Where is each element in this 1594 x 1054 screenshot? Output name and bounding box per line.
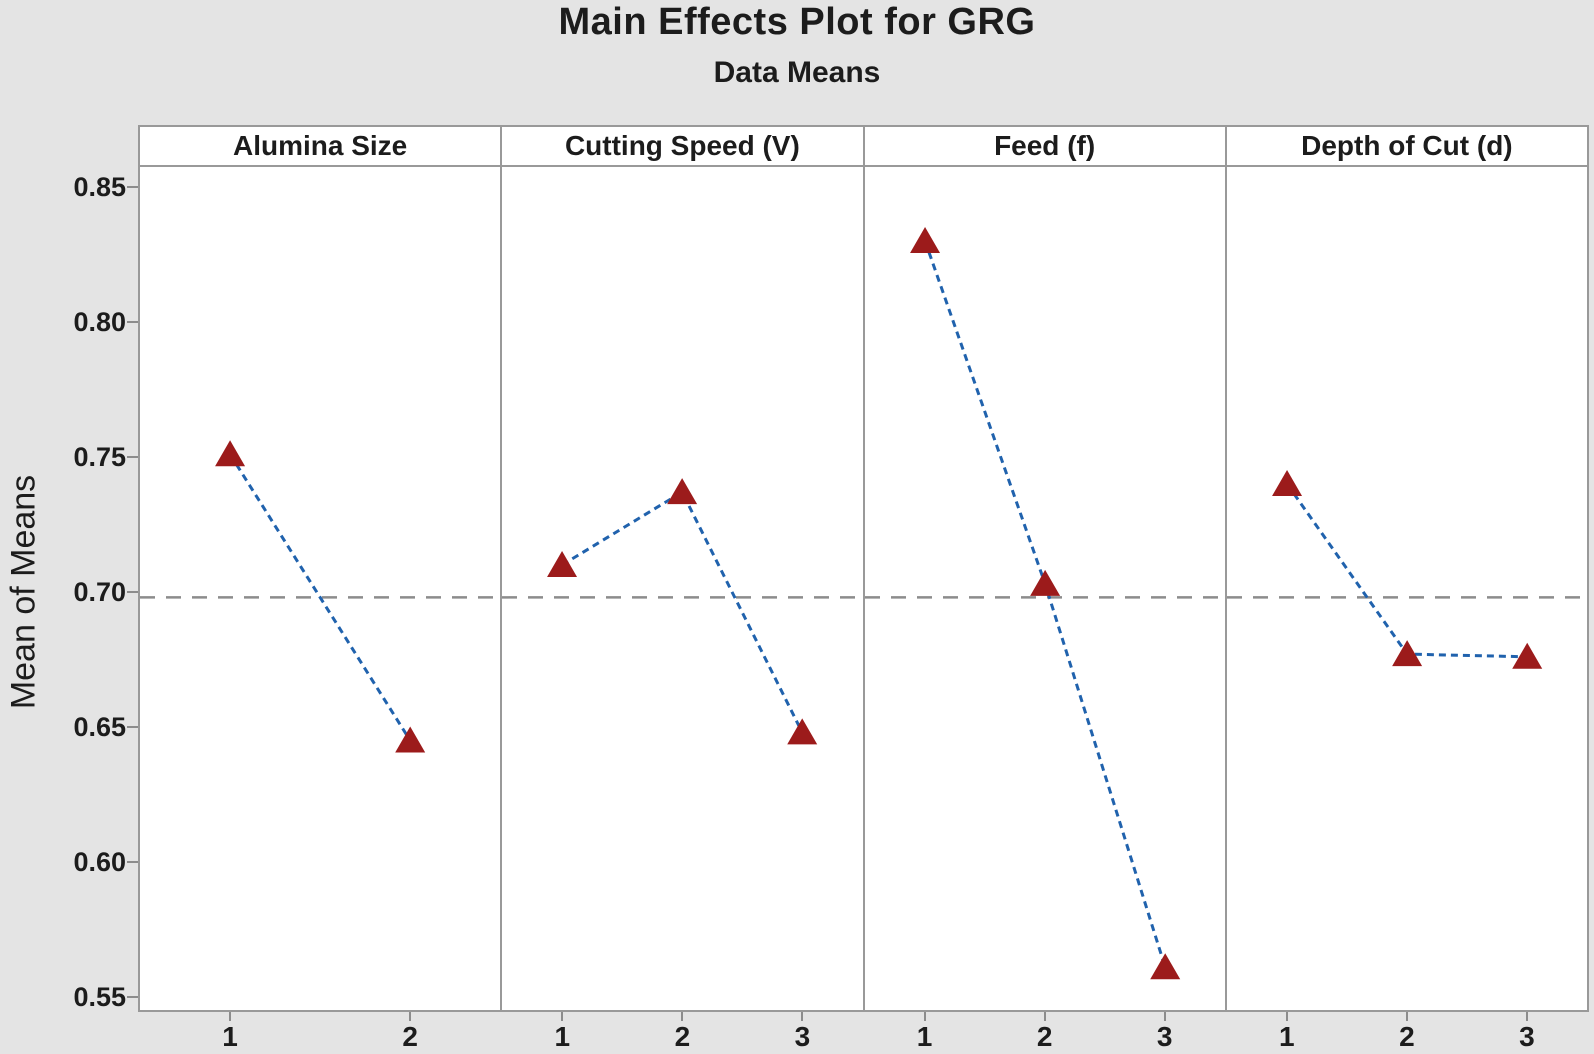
x-tick-mark — [229, 1012, 232, 1021]
triangle-marker — [1029, 569, 1060, 596]
x-tick-label: 1 — [554, 1021, 571, 1052]
panel-plot-area — [502, 167, 863, 1010]
y-tick-mark — [127, 726, 138, 728]
effect-line — [1285, 483, 1527, 659]
panel-header-label: Cutting Speed (V) — [502, 127, 863, 167]
panel-svg — [140, 440, 501, 753]
x-tick-label: 1 — [222, 1021, 238, 1052]
panel-plot-area — [1226, 167, 1587, 1010]
panel-svg — [502, 478, 863, 745]
y-tick-label: 0.70 — [73, 577, 126, 607]
x-tick-label: 2 — [402, 1021, 418, 1052]
panel: Feed (f) — [862, 127, 1225, 1010]
panel-grid: Alumina Size Cutting Speed (V) Feed (f) Dep… — [138, 125, 1589, 1012]
effect-line — [923, 240, 1167, 968]
y-tick-mark — [127, 456, 138, 458]
panel: Alumina Size — [140, 127, 501, 1010]
triangle-marker — [909, 227, 940, 253]
y-tick-label: 0.85 — [73, 172, 126, 202]
x-tick-label: 3 — [1156, 1021, 1173, 1052]
chart-title: Main Effects Plot for GRG — [558, 1, 1036, 43]
panel-svg — [864, 227, 1225, 980]
effect-line — [228, 453, 412, 742]
panel-header-label: Alumina Size — [140, 127, 501, 167]
panel-plot-area — [140, 167, 501, 1010]
triangle-marker — [1149, 953, 1180, 980]
triangle-marker — [395, 726, 426, 753]
panel: Depth of Cut (d) — [1224, 127, 1587, 1010]
x-tick-mark — [681, 1012, 684, 1021]
triangle-marker — [547, 551, 578, 577]
triangle-marker — [1271, 470, 1302, 496]
chart-subtitle: Data Means — [713, 56, 881, 89]
y-tick-mark — [127, 591, 138, 593]
x-tick-mark — [923, 1012, 926, 1021]
triangle-marker — [1511, 642, 1542, 669]
x-tick-label: 2 — [1399, 1021, 1415, 1052]
panel-plot-area — [864, 167, 1225, 1010]
y-tick-mark — [127, 996, 138, 998]
x-tick-mark — [801, 1012, 804, 1021]
x-tick-label: 1 — [1278, 1021, 1295, 1052]
x-tick-mark — [1405, 1012, 1408, 1021]
y-tick-mark — [127, 186, 138, 188]
x-tick-label: 3 — [794, 1021, 811, 1052]
x-tick-mark — [561, 1012, 564, 1021]
triangle-marker — [667, 478, 698, 505]
y-tick-mark — [127, 321, 138, 323]
y-tick-label: 0.60 — [73, 847, 126, 877]
effect-line — [561, 489, 804, 734]
x-tick-mark — [1285, 1012, 1288, 1021]
x-tick-mark — [1043, 1012, 1046, 1021]
x-tick-label: 3 — [1519, 1021, 1535, 1052]
panel-header-label: Feed (f) — [864, 127, 1225, 167]
triangle-marker — [1391, 640, 1422, 667]
y-tick-label: 0.75 — [73, 442, 126, 472]
y-tick-mark — [127, 861, 138, 863]
triangle-marker — [215, 440, 246, 467]
y-tick-label: 0.65 — [73, 712, 126, 742]
triangle-marker — [787, 718, 818, 745]
x-tick-mark — [1525, 1012, 1528, 1021]
x-tick-mark — [409, 1012, 412, 1021]
x-tick-label: 1 — [916, 1021, 933, 1052]
x-tick-label: 2 — [674, 1021, 691, 1052]
y-tick-label: 0.55 — [73, 982, 126, 1012]
panel-svg — [1226, 470, 1587, 669]
panel-header-label: Depth of Cut (d) — [1226, 127, 1587, 167]
x-tick-mark — [1163, 1012, 1166, 1021]
x-tick-label: 2 — [1036, 1021, 1053, 1052]
y-tick-label: 0.80 — [73, 307, 126, 337]
panel: Cutting Speed (V) — [500, 127, 863, 1010]
